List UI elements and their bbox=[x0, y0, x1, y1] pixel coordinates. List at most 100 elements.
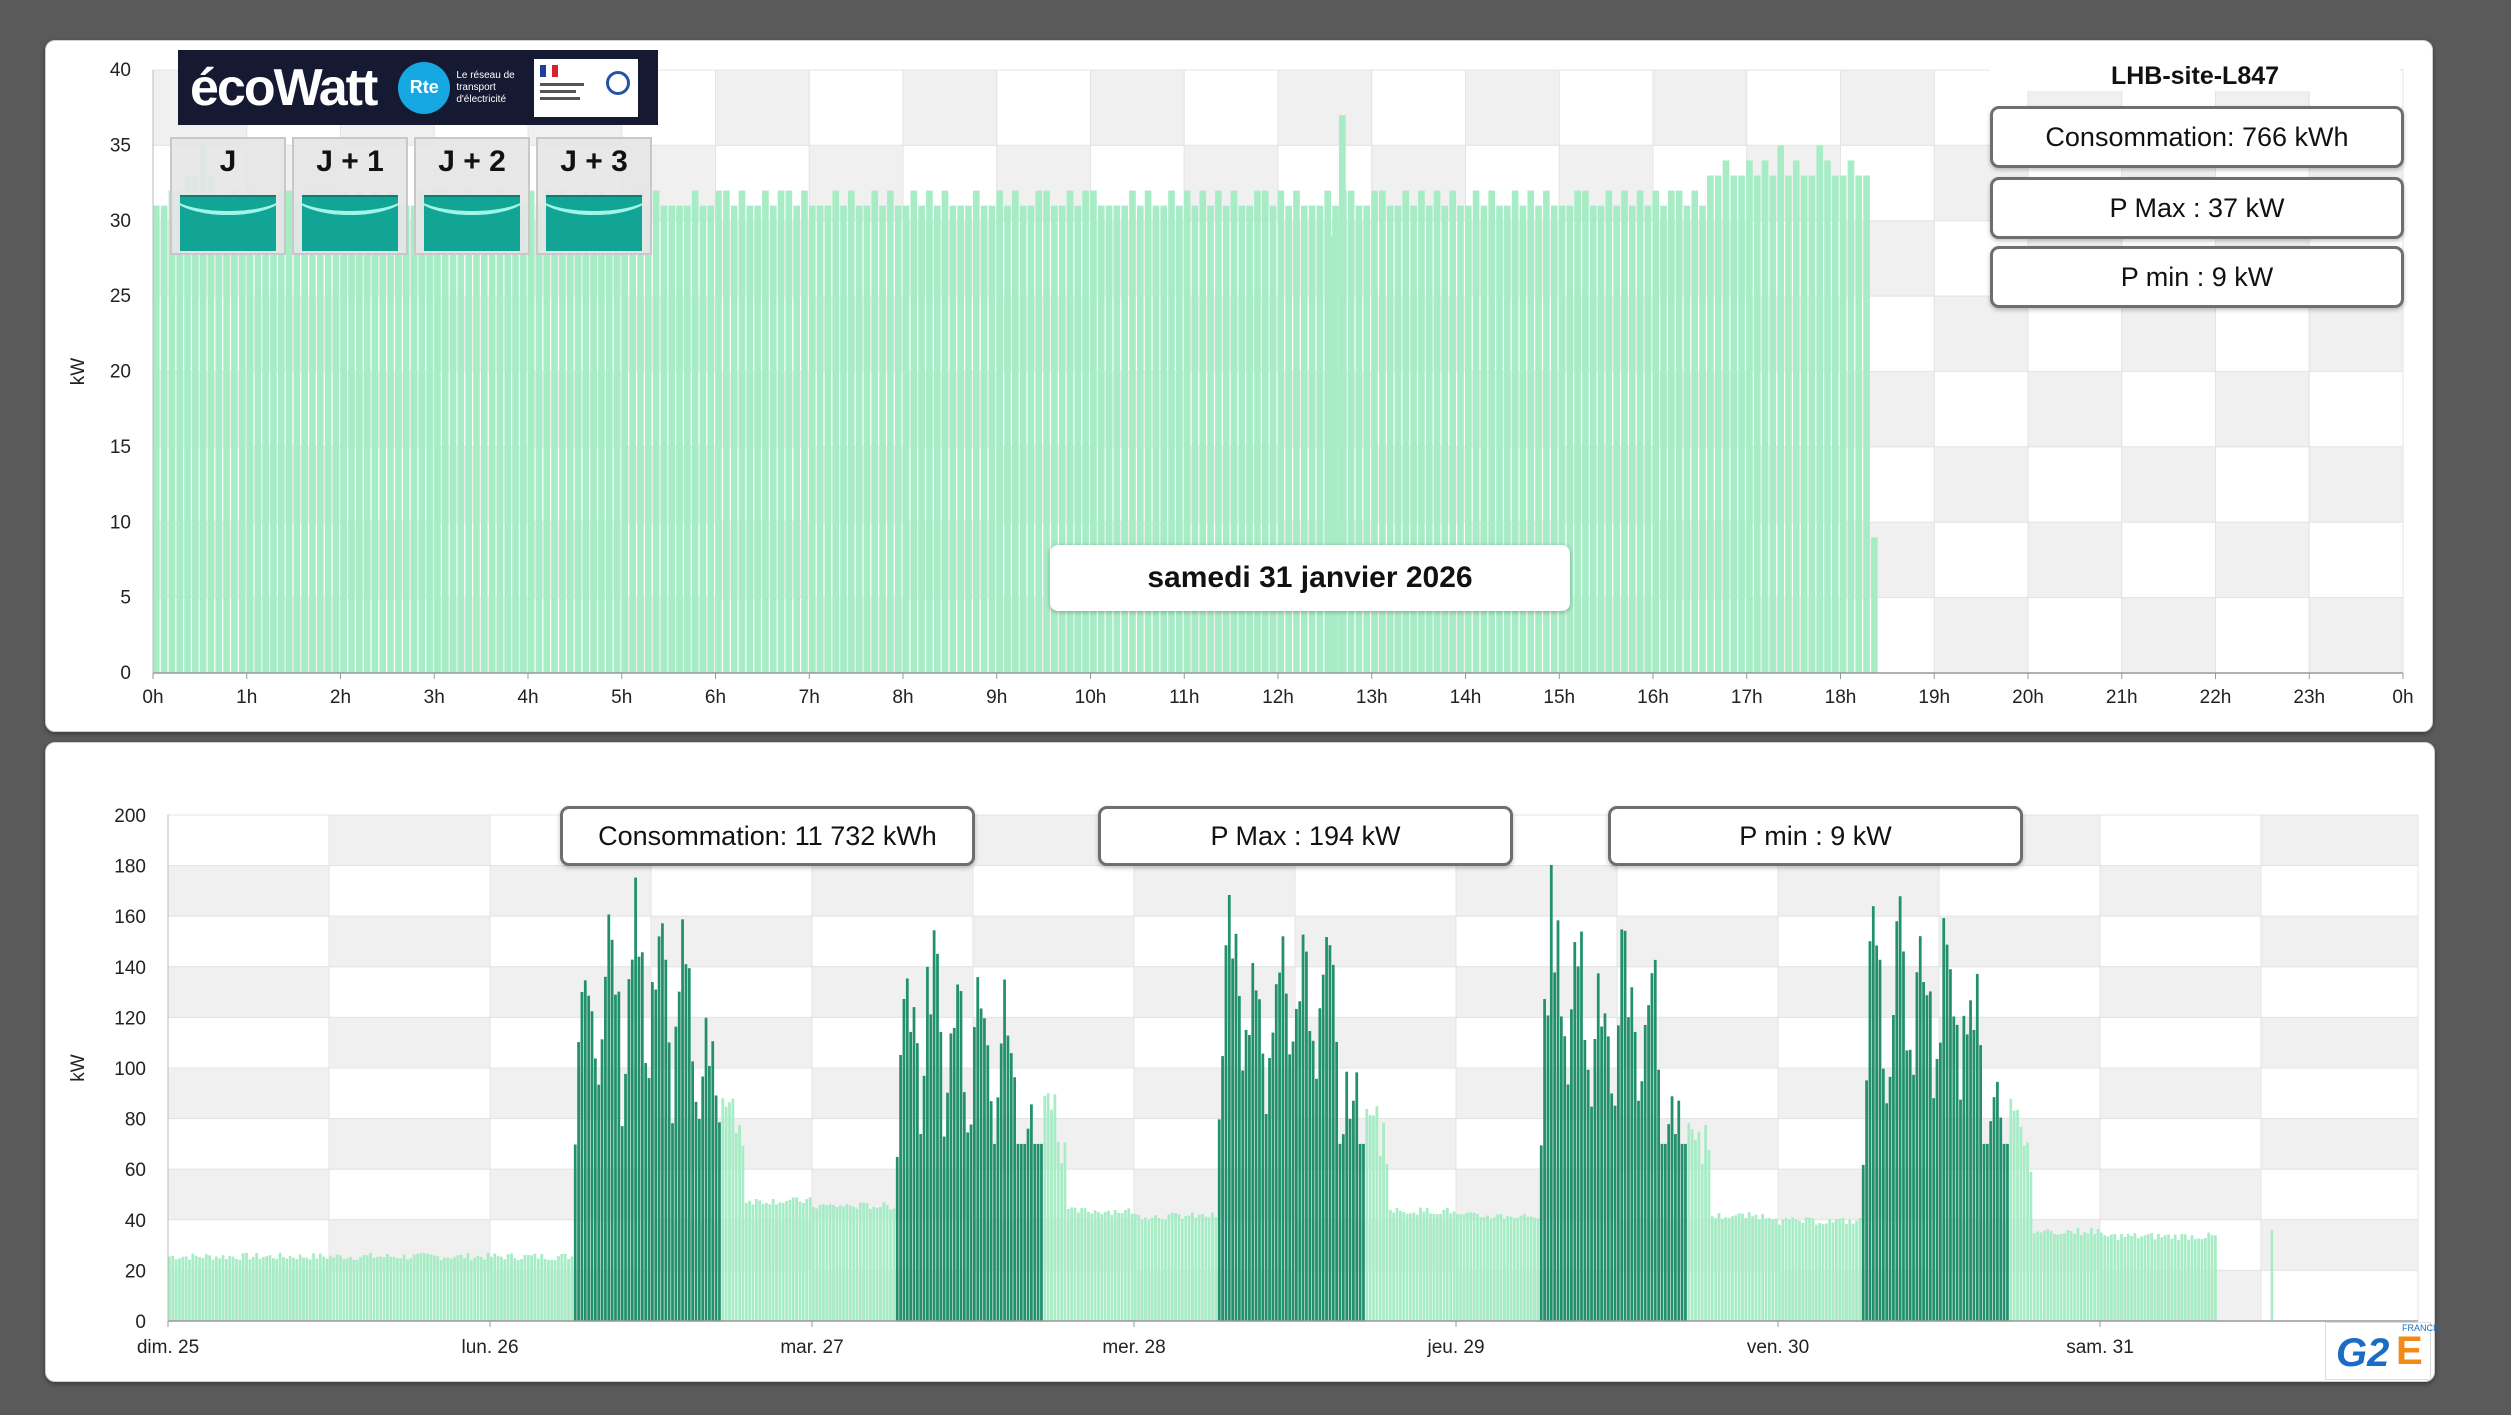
chart-bar bbox=[192, 175, 199, 673]
chart-bar bbox=[1814, 1224, 1818, 1321]
chart-bar bbox=[1730, 175, 1738, 673]
ecowatt-banner[interactable]: écoWatt Rte Le réseau de transport d'éle… bbox=[178, 50, 658, 125]
chart-bar bbox=[2076, 1227, 2080, 1321]
chart-bar bbox=[993, 1143, 996, 1321]
chart-bar bbox=[1982, 1143, 1986, 1321]
grid-cell bbox=[811, 1016, 974, 1069]
chart-bar bbox=[395, 205, 402, 674]
chart-bar bbox=[1244, 1029, 1248, 1321]
chart-bar bbox=[1097, 1212, 1100, 1321]
chart-bar bbox=[198, 1257, 201, 1321]
chart-bar bbox=[1254, 990, 1258, 1321]
chart-bar bbox=[684, 205, 691, 674]
chart-bar bbox=[298, 1254, 302, 1321]
ecowatt-day-j1[interactable]: J + 1 bbox=[292, 137, 408, 255]
grid-cell bbox=[1938, 865, 2101, 917]
ecowatt-day-label: J + 1 bbox=[316, 145, 384, 178]
grid-cell bbox=[167, 1168, 330, 1221]
ecowatt-day-j3[interactable]: J + 3 bbox=[536, 137, 652, 255]
grid-cell bbox=[2027, 371, 2123, 448]
chart-bar bbox=[2146, 1234, 2150, 1321]
chart-bar bbox=[1321, 974, 1325, 1321]
chart-bar bbox=[1130, 1213, 1134, 1321]
grid-cell bbox=[808, 69, 904, 146]
chart-bar bbox=[1751, 1216, 1754, 1321]
chart-bar bbox=[1925, 995, 1929, 1321]
chart-bar bbox=[808, 1197, 812, 1321]
x-tick-label: 6h bbox=[705, 687, 726, 708]
chart-bar bbox=[223, 205, 230, 674]
chart-bar bbox=[1918, 936, 1922, 1321]
chart-bar bbox=[1621, 190, 1628, 673]
chart-bar bbox=[1392, 1212, 1396, 1321]
chart-bar bbox=[614, 994, 617, 1321]
grid-cell bbox=[167, 1118, 330, 1170]
grid-cell bbox=[2027, 295, 2123, 372]
chart-bar bbox=[254, 205, 262, 674]
chart-bar bbox=[1144, 190, 1152, 673]
chart-bar bbox=[1746, 160, 1753, 673]
chart-bar bbox=[1767, 1218, 1771, 1321]
chart-bar bbox=[1683, 205, 1691, 674]
chart-bar bbox=[178, 1258, 181, 1321]
chart-bar bbox=[788, 1199, 792, 1321]
chart-bar bbox=[1056, 1141, 1060, 1321]
chart-bar bbox=[2190, 1235, 2194, 1321]
chart-bar bbox=[912, 1007, 916, 1321]
chart-bar bbox=[1714, 175, 1722, 673]
chart-bar bbox=[1811, 1218, 1815, 1321]
ecowatt-day-j[interactable]: J bbox=[170, 137, 286, 255]
chart-bar bbox=[582, 190, 590, 673]
grid-cell bbox=[2215, 521, 2310, 599]
chart-bar bbox=[1543, 190, 1550, 673]
chart-bar bbox=[2110, 1234, 2113, 1321]
chart-bar bbox=[1019, 1143, 1023, 1321]
chart-bar bbox=[1140, 1219, 1144, 1321]
chart-bar bbox=[1617, 1025, 1620, 1321]
chart-bar bbox=[668, 205, 676, 674]
chart-bar bbox=[1254, 190, 1261, 673]
chart-bar bbox=[1318, 1008, 1322, 1321]
chart-bar bbox=[488, 205, 496, 674]
chart-bar bbox=[1090, 190, 1097, 673]
grid-cell bbox=[2215, 446, 2310, 523]
g2-logo-country: FRANCE bbox=[2402, 1323, 2440, 1333]
grid-cell bbox=[1777, 966, 1940, 1018]
chart-bar bbox=[349, 1256, 352, 1321]
chart-bar bbox=[1519, 1215, 1523, 1321]
ecowatt-wave-icon bbox=[302, 195, 398, 251]
chart-bar bbox=[1378, 1156, 1382, 1321]
chart-bar bbox=[2002, 1143, 2006, 1321]
chart-bar bbox=[1033, 1143, 1037, 1321]
chart-bar bbox=[1107, 1210, 1110, 1321]
chart-bar bbox=[2183, 1234, 2187, 1321]
chart-bar bbox=[473, 1257, 476, 1321]
chart-bar bbox=[1271, 1032, 1275, 1321]
grid-cell bbox=[328, 1118, 491, 1170]
chart-bar bbox=[372, 1257, 376, 1321]
chart-bar bbox=[1519, 205, 1527, 674]
chart-bar bbox=[1613, 205, 1620, 674]
chart-bar bbox=[1043, 190, 1050, 673]
chart-bar bbox=[409, 1258, 413, 1321]
grid-cell bbox=[2099, 814, 2262, 867]
chart-bar bbox=[543, 190, 551, 673]
grid-cell bbox=[1183, 69, 1279, 146]
chart-bar bbox=[952, 1027, 956, 1321]
chart-bar bbox=[771, 1199, 775, 1321]
chart-bar bbox=[973, 1027, 976, 1321]
chart-bar bbox=[490, 1256, 493, 1321]
chart-bar bbox=[1737, 1213, 1741, 1321]
chart-bar bbox=[627, 979, 631, 1321]
chart-bar bbox=[1439, 1213, 1442, 1321]
y-tick-label: 20 bbox=[125, 1261, 146, 1282]
chart-bar bbox=[2203, 1237, 2207, 1321]
chart-bar bbox=[1191, 1212, 1194, 1321]
chart-bar bbox=[919, 1133, 923, 1321]
ecowatt-day-j2[interactable]: J + 2 bbox=[414, 137, 530, 255]
y-tick-label: 35 bbox=[110, 135, 131, 156]
chart-bar bbox=[356, 190, 363, 673]
chart-bar bbox=[1087, 1211, 1090, 1321]
chart-bar bbox=[966, 1132, 970, 1321]
chart-bar bbox=[365, 1255, 369, 1321]
